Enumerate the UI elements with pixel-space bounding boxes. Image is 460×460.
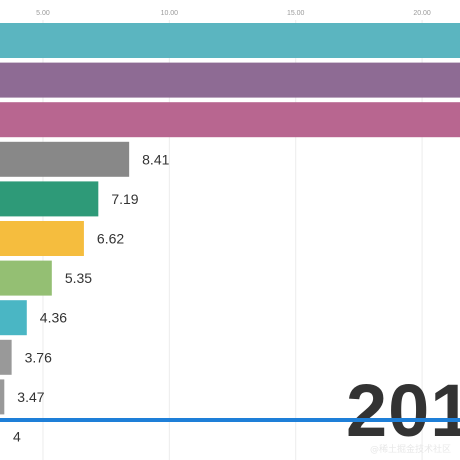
bar-value-label-3: 8.41	[142, 151, 169, 167]
bar-2	[0, 102, 460, 138]
watermark: @稀土掘金技术社区	[370, 445, 452, 455]
bar-value-label-9: 3.47	[17, 389, 44, 405]
bar-value-label-7: 4.36	[40, 310, 67, 326]
bar-9	[0, 379, 5, 415]
bar-value-label-4: 7.19	[111, 191, 138, 207]
bar-value-label-8: 3.76	[25, 349, 52, 365]
bar-value-label-6: 5.35	[65, 270, 92, 286]
bar-0	[0, 23, 460, 58]
progress-indicator-line	[0, 418, 460, 422]
bar-8	[0, 339, 12, 375]
x-tick-label-0: 5.00	[36, 10, 50, 17]
year-label: 201	[346, 369, 460, 452]
x-tick-label-2: 15.00	[287, 10, 305, 17]
bar-1	[0, 62, 460, 98]
bar-value-label-10: 4	[13, 429, 21, 445]
bar-5	[0, 221, 84, 256]
x-tick-label-3: 20.00	[413, 10, 431, 17]
bar-3	[0, 141, 130, 177]
x-tick-label-1: 10.00	[161, 10, 179, 17]
bar-value-label-5: 6.62	[97, 231, 124, 247]
bar-7	[0, 300, 27, 336]
bar-4	[0, 181, 99, 217]
bar-6	[0, 260, 52, 296]
